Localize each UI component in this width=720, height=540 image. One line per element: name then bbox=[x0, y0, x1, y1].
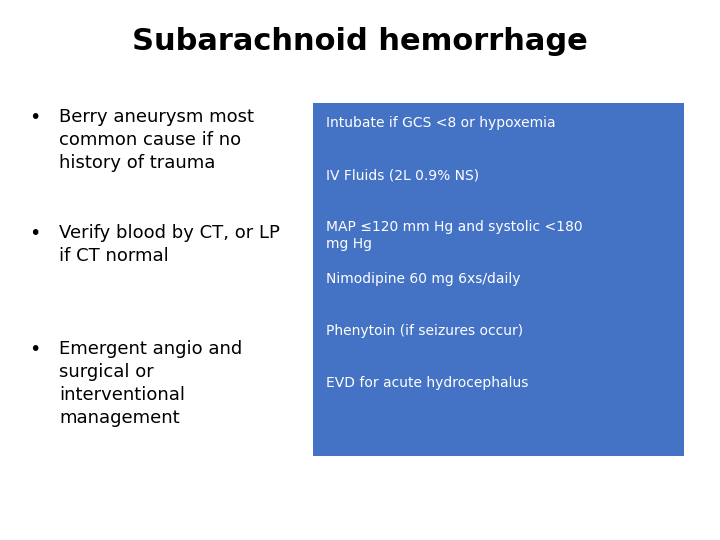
Text: Emergent angio and
surgical or
interventional
management: Emergent angio and surgical or intervent… bbox=[59, 340, 243, 427]
FancyBboxPatch shape bbox=[313, 103, 684, 456]
Text: IV Fluids (2L 0.9% NS): IV Fluids (2L 0.9% NS) bbox=[326, 168, 480, 182]
Text: Berry aneurysm most
common cause if no
history of trauma: Berry aneurysm most common cause if no h… bbox=[59, 108, 254, 172]
Text: •: • bbox=[29, 224, 40, 243]
Text: MAP ≤120 mm Hg and systolic <180
mg Hg: MAP ≤120 mm Hg and systolic <180 mg Hg bbox=[326, 220, 582, 251]
Text: •: • bbox=[29, 108, 40, 127]
Text: •: • bbox=[29, 340, 40, 359]
Text: EVD for acute hydrocephalus: EVD for acute hydrocephalus bbox=[326, 376, 528, 390]
Text: Intubate if GCS <8 or hypoxemia: Intubate if GCS <8 or hypoxemia bbox=[326, 116, 556, 130]
Text: Nimodipine 60 mg 6xs/daily: Nimodipine 60 mg 6xs/daily bbox=[326, 272, 521, 286]
Text: Phenytoin (if seizures occur): Phenytoin (if seizures occur) bbox=[326, 324, 523, 338]
Text: Verify blood by CT, or LP
if CT normal: Verify blood by CT, or LP if CT normal bbox=[59, 224, 280, 265]
Text: Subarachnoid hemorrhage: Subarachnoid hemorrhage bbox=[132, 27, 588, 56]
